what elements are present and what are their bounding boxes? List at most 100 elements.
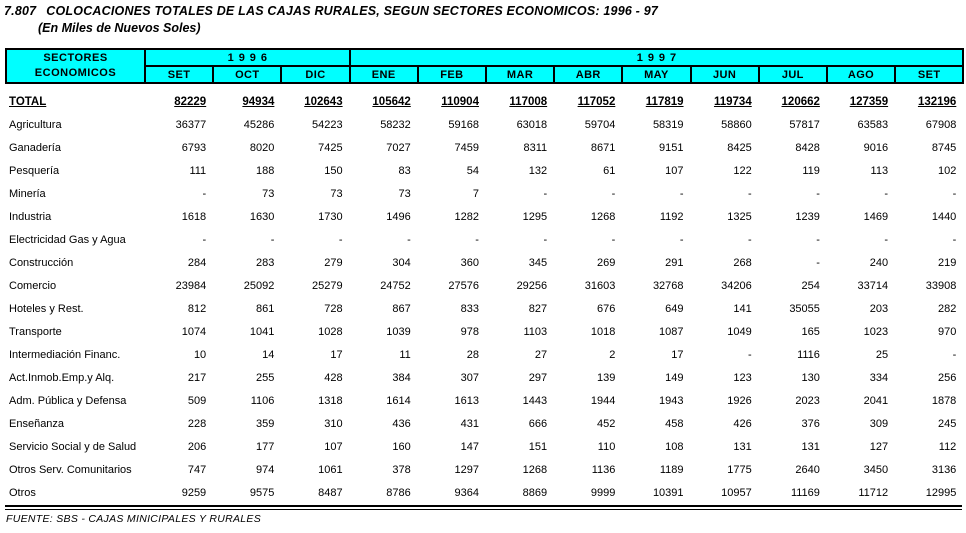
row-label: Ganadería — [9, 141, 61, 154]
value-cell: 25 — [875, 348, 889, 361]
value-cell: 307 — [460, 371, 479, 384]
value-cell: 2 — [609, 348, 616, 361]
value-cell: 8487 — [318, 486, 343, 499]
value-cell: 282 — [937, 302, 957, 315]
value-cell: 9999 — [590, 486, 616, 499]
value-cell: 1039 — [386, 325, 411, 338]
table-row-sector: Comercio 23984 25092 25279 24752 27576 29256 31… — [6, 274, 963, 297]
month-header: JUL — [757, 65, 828, 84]
value-cell: 17 — [671, 348, 684, 361]
value-cell: 149 — [665, 371, 684, 384]
value-cell: 3450 — [863, 463, 889, 476]
value-cell: 165 — [801, 325, 820, 338]
value-cell: 94934 — [242, 95, 275, 108]
value-cell: 8671 — [590, 141, 616, 154]
value-cell: 1103 — [523, 325, 548, 338]
value-cell: 1630 — [249, 210, 275, 223]
value-cell: 676 — [596, 302, 616, 315]
value-cell: 1440 — [931, 210, 957, 223]
value-cell: 111 — [189, 164, 207, 177]
value-cell: 384 — [392, 371, 411, 384]
value-cell: 110904 — [441, 95, 479, 108]
corner-line2: ECONOMICOS — [34, 67, 117, 79]
value-cell: 141 — [733, 302, 752, 315]
value-cell: 978 — [460, 325, 479, 338]
value-cell: 58860 — [721, 118, 752, 131]
row-label: Agricultura — [9, 118, 62, 131]
source-note: FUENTE: SBS - CAJAS MINICIPALES Y RURALE… — [6, 513, 262, 525]
value-cell: 269 — [596, 256, 616, 269]
value-cell: 2023 — [795, 394, 820, 407]
value-cell: 666 — [528, 417, 548, 430]
value-cell: 1944 — [590, 394, 616, 407]
value-cell: 110 — [597, 440, 616, 453]
value-cell: - — [748, 233, 752, 246]
value-cell: 8311 — [523, 141, 548, 154]
table-row-sector: Agricultura 36377 45286 54223 58232 59168 6301… — [6, 113, 963, 136]
month-header: FEB — [416, 65, 487, 84]
value-cell: 2640 — [795, 463, 820, 476]
value-cell: 25279 — [312, 279, 343, 292]
value-cell: 139 — [596, 371, 616, 384]
table-body: TOTAL 82229 94934 102643 105642 110904 117008 1… — [6, 83, 963, 504]
value-cell: 123 — [733, 371, 752, 384]
value-cell: 2041 — [863, 394, 889, 407]
corner-header: SECTORES ECONOMICOS — [5, 48, 146, 84]
value-cell: - — [748, 187, 752, 200]
value-cell: 240 — [869, 256, 889, 269]
value-cell: 132 — [528, 164, 548, 177]
value-cell: - — [952, 348, 957, 361]
months-row: SET OCT DIC ENE FEB MAR ABR MAY JUN JUL AGO SET — [6, 65, 965, 84]
row-label: Servicio Social y de Salud — [9, 440, 137, 453]
value-cell: 297 — [528, 371, 548, 384]
value-cell: 452 — [596, 417, 616, 430]
row-label: Otros Serv. Comunitarios — [9, 463, 132, 476]
value-cell: - — [543, 187, 548, 200]
month-header: ENE — [348, 65, 419, 84]
row-label: Act.Inmob.Emp.y Alq. — [9, 371, 115, 384]
value-cell: 150 — [324, 164, 343, 177]
value-cell: 1087 — [659, 325, 684, 338]
value-cell: 117819 — [645, 95, 684, 108]
value-cell: 1443 — [522, 394, 548, 407]
table-row-sector: Adm. Pública y Defensa 509 1106 1318 1614 161… — [6, 389, 963, 412]
value-cell: - — [611, 233, 616, 246]
value-cell: 1926 — [727, 394, 752, 407]
value-cell: 127 — [869, 440, 889, 453]
month-header: OCT — [212, 65, 283, 84]
value-cell: 24752 — [380, 279, 411, 292]
row-label: Hoteles y Rest. — [9, 302, 84, 315]
value-cell: 1023 — [863, 325, 889, 338]
value-cell: 1192 — [659, 210, 684, 223]
month-header: JUN — [689, 65, 760, 84]
table-row-sector: Construcción 284 283 279 304 360 345 269 291 268 -… — [6, 251, 963, 274]
table-row-sector: Transporte 1074 1041 1028 1039 978 1103 1018 108… — [6, 320, 963, 343]
value-cell: 310 — [324, 417, 343, 430]
value-cell: 57817 — [789, 118, 820, 131]
table-row-sector: Industria 1618 1630 1730 1496 1282 1295 1268 119… — [6, 205, 963, 228]
value-cell: 119 — [802, 164, 820, 177]
value-cell: 131 — [733, 440, 752, 453]
value-cell: 147 — [460, 440, 479, 453]
month-header: MAR — [484, 65, 556, 84]
value-cell: 728 — [324, 302, 343, 315]
month-header: AGO — [825, 65, 897, 84]
value-cell: 7027 — [386, 141, 411, 154]
year-group-1997: 1997 — [348, 48, 965, 67]
value-cell: 3136 — [931, 463, 957, 476]
value-cell: 6793 — [181, 141, 207, 154]
value-cell: 82229 — [174, 95, 207, 108]
value-cell: 206 — [187, 440, 207, 453]
value-cell: 1106 — [250, 394, 275, 407]
value-cell: 27576 — [448, 279, 479, 292]
value-cell: - — [270, 233, 275, 246]
value-cell: 59168 — [448, 118, 479, 131]
value-cell: 1325 — [727, 210, 752, 223]
value-cell: 219 — [937, 256, 957, 269]
value-cell: 458 — [665, 417, 684, 430]
value-cell: 117052 — [577, 95, 616, 108]
value-cell: 130 — [801, 371, 820, 384]
value-cell: 378 — [392, 463, 411, 476]
table-header: SECTORES ECONOMICOS 1996 1997 SET OCT DIC E… — [5, 48, 965, 84]
value-cell: 827 — [528, 302, 548, 315]
